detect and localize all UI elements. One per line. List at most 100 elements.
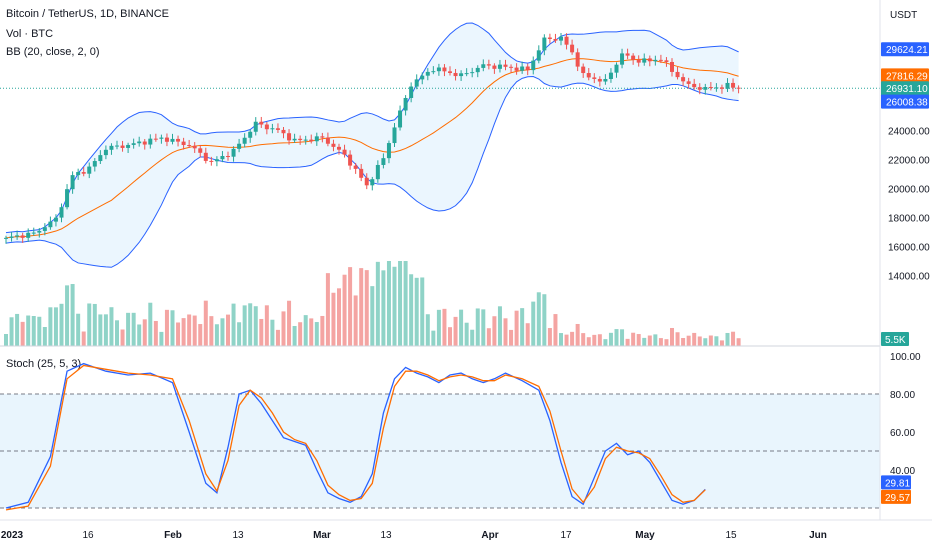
volume-bar [625,338,630,346]
volume-bars [4,261,741,346]
time-tick-label: Mar [313,530,331,541]
candle [725,78,730,93]
candle [697,83,702,95]
price-tick-label: 20000.00 [888,185,930,196]
svg-text:29624.21: 29624.21 [886,45,928,56]
volume-bar [670,327,674,346]
candle [398,105,403,131]
volume-bar [536,292,541,346]
volume-bar [248,303,253,346]
candle [647,55,652,67]
price-tick-label: 22000.00 [888,156,930,167]
volume-bar [431,330,436,346]
volume-bar [298,322,303,346]
price-tag: 27816.29 [881,68,929,83]
candle [353,162,358,174]
candle [348,150,353,170]
volume-bar [653,334,658,346]
candle [231,146,236,162]
candle [431,66,436,75]
volume-bar [647,335,652,346]
candle [4,235,8,244]
candle [631,53,636,65]
volume-bar [142,319,147,346]
volume-bar [137,324,142,346]
candle [509,64,514,73]
candle [59,203,64,223]
volume-bar [353,295,358,346]
stochastic-k-line [5,362,706,509]
volume-bar [26,315,31,346]
volume-bar [37,316,42,346]
volume-bar [209,316,214,346]
candle [42,223,47,236]
bollinger-legend: BB (20, close, 2, 0) [6,46,100,58]
volume-bar [214,324,219,346]
candle [103,145,108,160]
candle [592,73,597,84]
candle [714,83,719,92]
candle [670,58,674,77]
candle [520,61,525,74]
volume-bar [264,305,269,346]
candle [142,138,147,150]
volume-bar [486,328,491,346]
candle [309,134,314,144]
candle [425,68,430,81]
volume-bar [592,334,597,346]
volume-bar [658,338,663,346]
candle [459,70,464,81]
candle [686,77,691,89]
volume-bar [436,309,441,346]
candle [653,55,658,66]
volume-bar [153,320,158,346]
time-tick-label: 2023 [1,530,24,541]
candle [681,73,686,87]
volume-bar [176,322,181,346]
bollinger-fill [6,22,739,268]
volume-bar [464,322,469,346]
volume-bar [731,331,736,346]
volume-bar [187,314,192,346]
time-tick-label: 16 [82,530,94,541]
volume-bar [553,314,558,346]
candle [76,168,81,180]
candle [303,135,308,145]
candle [381,153,386,169]
volume-bar [692,332,697,346]
candle [586,68,591,81]
candle [9,231,14,242]
candle [342,144,347,158]
candle [620,48,625,69]
volume-bar [292,326,297,346]
volume-bar [442,308,447,346]
volume-bar [81,331,86,346]
candle [92,158,97,172]
volume-bar [631,332,636,346]
volume-bar [448,327,452,346]
candle [442,64,447,77]
volume-bar [98,314,103,346]
candle [220,151,225,163]
volume-bar [414,277,419,346]
candle [20,232,25,243]
candle [181,137,186,150]
stochastic-tick-label: 80.00 [890,390,915,401]
volume-bar [242,305,247,346]
candle [287,129,292,145]
volume-bar [87,303,92,346]
volume-bar [703,338,708,346]
candle [281,126,286,139]
candle [270,123,275,134]
volume-bar [287,300,292,346]
candle [237,138,242,153]
candle [98,150,103,165]
candle [15,230,20,240]
candle [448,66,452,76]
candle [314,132,319,146]
candle [176,135,181,147]
bollinger-upper-band [5,22,739,234]
volume-bar [708,335,713,346]
volume-bar [475,308,480,346]
